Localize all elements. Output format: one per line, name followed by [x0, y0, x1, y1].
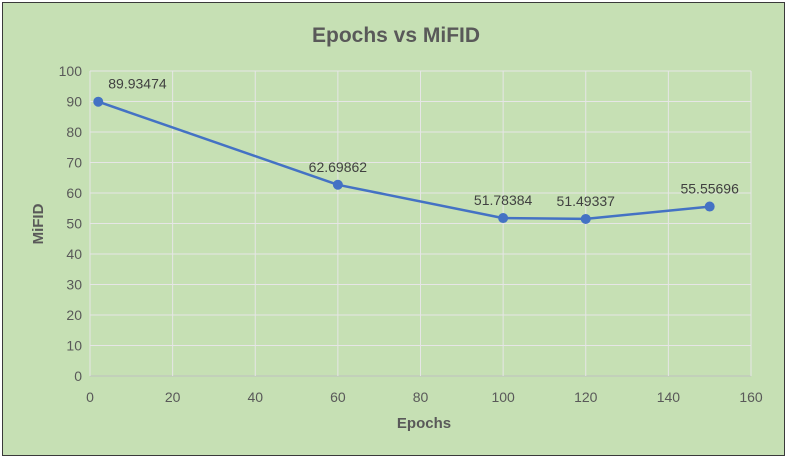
data-point	[498, 213, 509, 224]
x-tick-label: 40	[247, 389, 263, 405]
x-tick-label: 140	[657, 389, 681, 405]
y-axis-title: MiFID	[30, 203, 47, 244]
y-tick-label: 30	[66, 277, 82, 293]
chart-title: Epochs vs MiFID	[312, 24, 480, 47]
x-axis-tick-labels: 0 20 40 60 80 100 120 140 160	[86, 389, 763, 405]
y-tick-label: 40	[66, 246, 82, 262]
x-tick-label: 100	[491, 389, 515, 405]
y-tick-label: 50	[66, 216, 82, 232]
x-tick-label: 20	[165, 389, 181, 405]
series-mifid	[93, 96, 715, 224]
data-label: 62.69862	[309, 159, 368, 175]
x-tick-label: 120	[574, 389, 598, 405]
data-label: 51.78384	[474, 192, 533, 208]
x-axis-title: Epochs	[397, 415, 451, 432]
x-tick-label: 0	[86, 389, 94, 405]
data-labels: 89.93474 62.69862 51.78384 51.49337 55.55696	[108, 76, 739, 209]
data-label: 89.93474	[108, 76, 167, 92]
x-tick-label: 60	[330, 389, 346, 405]
data-point	[93, 96, 104, 107]
y-tick-label: 0	[74, 368, 82, 384]
y-tick-label: 20	[66, 307, 82, 323]
y-axis-tick-labels: 0 10 20 30 40 50 60 70 80 90 100	[59, 63, 83, 384]
y-tick-label: 60	[66, 185, 82, 201]
series-line	[97, 100, 711, 221]
x-tick-label: 80	[413, 389, 429, 405]
data-point	[332, 179, 343, 190]
y-tick-label: 100	[59, 63, 83, 79]
data-label: 55.55696	[680, 181, 739, 197]
data-point	[704, 201, 715, 212]
x-tick-label: 160	[739, 389, 763, 405]
data-point	[580, 213, 591, 224]
chart-area: Epochs vs MiFID 0 20 40 60 80 100 120 140 160 0 1…	[2, 2, 785, 456]
data-label: 51.49337	[557, 193, 616, 209]
y-tick-label: 70	[66, 155, 82, 171]
y-tick-label: 80	[66, 124, 82, 140]
line-chart: Epochs vs MiFID 0 20 40 60 80 100 120 140 160 0 1…	[30, 24, 763, 432]
y-tick-label: 10	[66, 338, 82, 354]
gridlines	[89, 70, 752, 377]
y-tick-label: 90	[66, 94, 82, 110]
